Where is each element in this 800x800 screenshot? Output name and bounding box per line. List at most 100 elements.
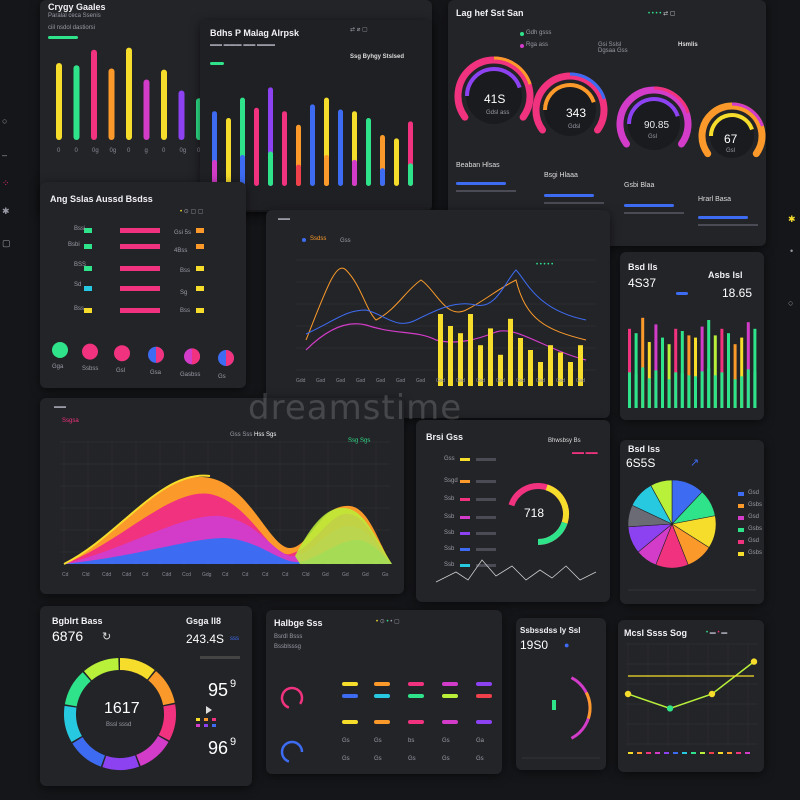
- panel6-title2: Asbs lsl: [708, 270, 743, 280]
- bar-segment: [674, 372, 678, 408]
- x-tick-label: 0g: [110, 148, 117, 154]
- panel4-toolbar[interactable]: • ⊙ ▢ ▢: [180, 209, 204, 215]
- bar-2: [641, 317, 645, 408]
- status-circle-half: [156, 346, 164, 363]
- donut-segment-5: [72, 736, 106, 767]
- panel8-title2: Bhwsbsy Bs: [548, 438, 581, 444]
- panel2-title: Bdhs P Malag Alrpsk: [210, 28, 300, 38]
- panel9-pie-chart: [627, 479, 756, 591]
- panel10-stat2-sup: 9: [230, 736, 237, 748]
- row-bar: [476, 564, 496, 567]
- panel11-cell-5: Gs: [342, 756, 350, 762]
- row-bar: [476, 548, 496, 551]
- edge-dot-icon[interactable]: •: [790, 246, 794, 256]
- row-marker: [196, 308, 204, 313]
- bar: [468, 314, 473, 386]
- gauge-inner-arc: [627, 97, 680, 125]
- tick-chip: [637, 752, 642, 754]
- row-marker: [84, 308, 92, 313]
- bar-3: [647, 342, 651, 408]
- x-tick-label: Cd: [62, 572, 69, 578]
- row-marker: [460, 516, 470, 519]
- edge-grid-icon[interactable]: ⁘: [2, 178, 10, 188]
- panel5-legend-dot: [302, 238, 306, 242]
- panel-line-bars: ▬▬ Ssdss Gss • • • • • Gdd Gsd Gsd Gsd Gsd Gs…: [266, 210, 610, 418]
- x-tick-label: Ccd: [182, 572, 191, 578]
- row-bar: [120, 286, 160, 291]
- line-series: [305, 269, 587, 335]
- x-tick-label: Gdg: [202, 572, 212, 578]
- panel10-value2-unit: sss: [230, 636, 239, 642]
- panel10-refresh-icon[interactable]: ↻: [102, 631, 112, 643]
- row-marker: [460, 532, 470, 535]
- tick-chip: [691, 752, 696, 754]
- panel-gauges: Lag hef Sst San Gdh gsss Rga ass Gsi Ssl…: [448, 0, 766, 246]
- panel9-title: Bsd lss: [628, 444, 661, 454]
- panel-line-chart: Mcsl Ssss Sog • ▬ • ▬: [618, 620, 764, 772]
- panel10-title2: Gsga ll8: [186, 616, 222, 626]
- gauge-value-0: 41S: [484, 92, 506, 106]
- bar-3: [108, 68, 115, 140]
- bar-segment: [240, 155, 245, 186]
- tick-chip: [727, 752, 732, 754]
- x-tick-label: 0g: [92, 148, 99, 154]
- panel-arc: Ssbssdss ly Ssl 19S0 ●: [516, 618, 606, 770]
- panel6-value1: 4S37: [628, 276, 657, 290]
- panel10-center-value: 1617: [104, 700, 140, 717]
- edge-sun-icon[interactable]: ✱: [788, 214, 796, 224]
- bar-7: [674, 328, 678, 408]
- bar-segment: [380, 168, 385, 186]
- panel13-title: Mcsl Ssss Sog: [624, 628, 688, 638]
- edge-box-icon[interactable]: ▢: [2, 238, 11, 248]
- panel11-toolbar[interactable]: • ⊙ • • ▢: [376, 619, 400, 625]
- x-tick-label: Cdd: [162, 572, 171, 578]
- tick-chip: [628, 752, 633, 754]
- panel3-legend-dot: [520, 32, 524, 36]
- x-tick-label: 0: [75, 148, 79, 154]
- panel8-row-6: Ssb: [444, 562, 455, 568]
- bar-segment: [408, 163, 413, 186]
- grid-chip: [342, 694, 358, 698]
- panel12-icon[interactable]: ●: [564, 640, 570, 650]
- panel5-legend-1: Gss: [340, 238, 351, 244]
- stat-dot: [212, 724, 216, 727]
- panel13-toolbar[interactable]: • ▬ • ▬: [706, 630, 728, 636]
- panel4-circle-label-4: Gasbss: [180, 372, 201, 378]
- panel6-value2: 18.65: [722, 286, 753, 300]
- tick-chip: [673, 752, 678, 754]
- x-tick-label: Gsd: [536, 378, 545, 384]
- grid-chip: [476, 682, 492, 686]
- sparkline: [435, 559, 597, 583]
- bar-segment: [713, 375, 717, 408]
- panel8-row-4: Ssb: [444, 530, 455, 536]
- panel-stats-bars: Bsd lls 4S37 Asbs lsl 18.65: [620, 252, 764, 420]
- panel3-toolbar[interactable]: • • • • ⇄ ▢: [648, 11, 676, 17]
- watermark: dreamstime: [248, 388, 463, 428]
- series-line: [627, 661, 755, 710]
- grid-chip: [408, 720, 424, 724]
- panel9-value: 6S5S: [626, 456, 656, 470]
- edge-star-icon[interactable]: ✱: [2, 206, 10, 216]
- panel3-legend-dot: [520, 44, 524, 48]
- x-tick-label: Gsd: [336, 378, 345, 384]
- bar-1: [226, 118, 231, 186]
- row-marker: [196, 228, 204, 233]
- gauge-face: [544, 84, 596, 136]
- bar-8: [680, 331, 684, 408]
- bar-2: [91, 49, 97, 140]
- bar-segment: [212, 159, 217, 186]
- edge-ring-icon[interactable]: ○: [788, 298, 794, 308]
- panel2-subtitle: Ssg Byhgy Stslsed: [350, 54, 405, 60]
- bar-segment: [707, 368, 711, 408]
- x-tick-label: Cdd: [102, 572, 111, 578]
- bar-segment: [324, 155, 329, 186]
- grid-chip: [442, 682, 458, 686]
- grid-chip: [442, 694, 458, 698]
- edge-circle-icon[interactable]: ○: [2, 116, 8, 126]
- panel2-toolbar[interactable]: ⇄ ⌀ ▢: [350, 27, 368, 33]
- panel9-arrow-icon[interactable]: ↗: [690, 457, 700, 469]
- bar-5: [143, 79, 150, 140]
- panel5-toolbar[interactable]: • • • • •: [536, 262, 554, 268]
- edge-dash-icon[interactable]: –: [2, 150, 8, 160]
- bar-segment: [694, 376, 697, 408]
